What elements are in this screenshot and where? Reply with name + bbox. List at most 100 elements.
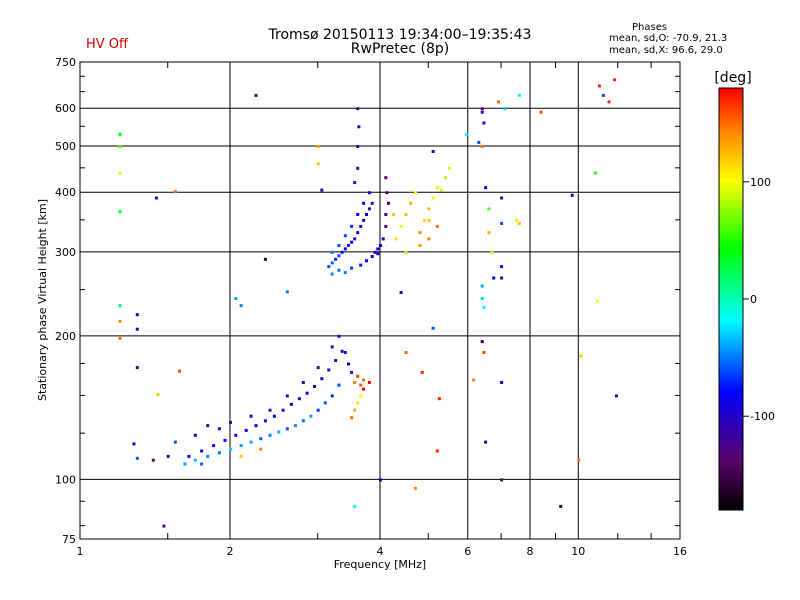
data-point [350, 416, 354, 420]
data-point [229, 447, 232, 451]
data-point [135, 456, 139, 460]
data-point [399, 291, 403, 295]
data-point [404, 250, 408, 254]
data-point [118, 319, 122, 323]
data-point [268, 433, 272, 437]
y-tick-label: 400 [55, 186, 76, 199]
data-point [356, 401, 360, 405]
data-point [323, 401, 327, 405]
data-point [254, 424, 258, 428]
data-point [173, 190, 177, 194]
phase-stats-o-mode: mean, sd,O: -70.9, 21.3 [609, 33, 728, 44]
data-point [234, 433, 238, 437]
data-point [347, 244, 350, 247]
data-point [239, 454, 243, 458]
data-point [334, 359, 338, 362]
data-point [482, 305, 486, 309]
data-point [477, 140, 481, 144]
data-point [320, 377, 324, 381]
data-point [259, 437, 263, 441]
data-point [178, 369, 181, 373]
data-point [356, 213, 360, 216]
data-point [365, 213, 368, 216]
data-point [183, 462, 187, 466]
data-point [156, 393, 160, 396]
data-point [212, 444, 216, 448]
data-point [353, 504, 357, 508]
data-point [206, 454, 210, 458]
data-point [595, 299, 599, 303]
data-point [263, 257, 267, 261]
data-point [492, 276, 496, 280]
colorbar-tick-label: -100 [750, 410, 775, 423]
data-point [487, 207, 491, 211]
data-point [277, 430, 281, 434]
data-point [570, 193, 574, 197]
data-point [223, 438, 227, 442]
hv-status-label: HV Off [86, 37, 128, 52]
data-point [334, 257, 338, 261]
data-point [359, 383, 363, 387]
data-point [480, 110, 484, 114]
phase-stats-title: Phases [632, 22, 668, 33]
data-point [340, 349, 344, 353]
data-point [285, 290, 289, 294]
data-point [337, 244, 341, 247]
data-point [394, 237, 398, 241]
colorbar-ticks: 100 0 -100 [743, 176, 775, 423]
data-point [330, 345, 334, 349]
data-point [597, 84, 601, 88]
data-point [484, 186, 488, 190]
data-point [482, 121, 486, 125]
data-point [385, 191, 389, 195]
data-point [162, 524, 166, 528]
data-point [376, 247, 380, 251]
data-point [356, 145, 360, 148]
data-point [427, 207, 431, 211]
data-point [359, 263, 363, 267]
data-point [447, 166, 451, 170]
data-point [281, 408, 285, 412]
data-point [353, 408, 357, 412]
colorbar-tick-label: 0 [750, 293, 757, 306]
x-axis-label: Frequency [MHz] [334, 558, 426, 571]
data-point [515, 218, 518, 222]
data-point [480, 107, 484, 111]
data-point [359, 394, 363, 398]
data-point [357, 125, 361, 129]
y-axis-label: Stationary phase Virtual Height [km] [36, 199, 49, 401]
data-point [309, 414, 313, 418]
data-point [118, 132, 122, 136]
data-point [316, 408, 320, 412]
data-point [316, 366, 320, 370]
data-point [350, 224, 354, 228]
data-point [356, 374, 360, 378]
data-point [239, 444, 243, 448]
data-point [118, 336, 122, 340]
data-point [482, 351, 486, 354]
data-point [431, 150, 435, 153]
data-point [480, 340, 484, 344]
data-point [384, 224, 388, 228]
data-point [350, 266, 354, 270]
colorbar-tick-label: 100 [750, 176, 771, 189]
colorbar-label: [deg] [714, 70, 751, 86]
data-point [254, 93, 258, 97]
x-tick-label: 2 [227, 545, 234, 558]
data-point [239, 304, 243, 308]
data-point [431, 196, 435, 200]
x-tick-label: 1 [77, 545, 84, 558]
data-point [579, 354, 583, 358]
data-point [413, 486, 417, 490]
data-point [343, 247, 347, 251]
data-point [370, 201, 374, 205]
data-point [234, 297, 238, 300]
data-point [173, 440, 177, 444]
data-point [327, 368, 331, 372]
data-point [330, 394, 334, 398]
data-point [487, 231, 491, 235]
data-point [353, 381, 357, 384]
data-point [193, 458, 197, 462]
data-points [118, 78, 618, 528]
